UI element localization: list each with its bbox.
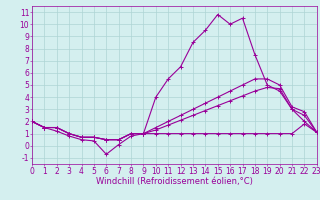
X-axis label: Windchill (Refroidissement éolien,°C): Windchill (Refroidissement éolien,°C) [96,177,253,186]
